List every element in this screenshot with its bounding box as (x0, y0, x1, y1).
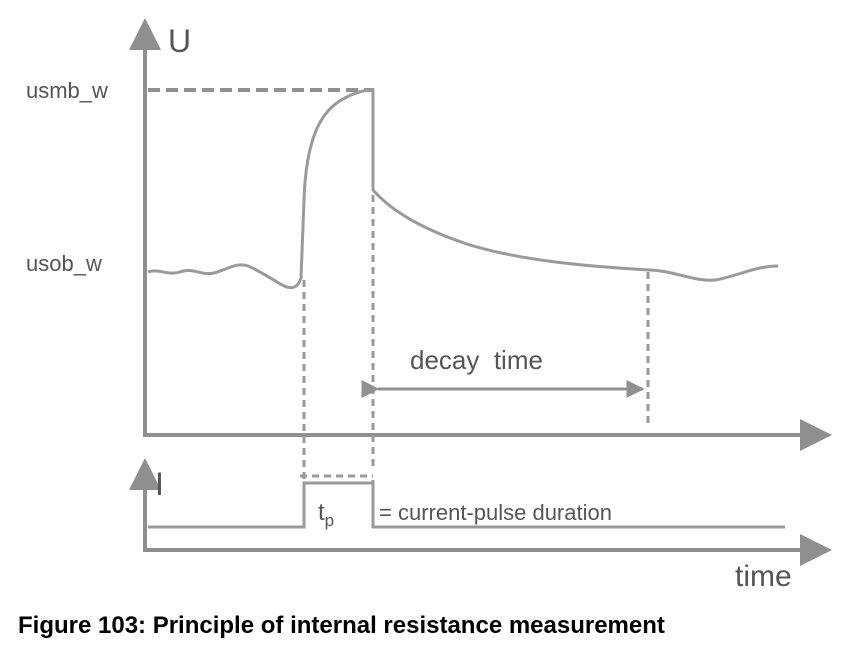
voltage-axis-label: U (168, 23, 191, 59)
pulse-duration-subscript: p (325, 511, 334, 530)
pulse-duration-description: = current-pulse duration (379, 500, 612, 525)
resistance-measurement-diagram: U I time usmb_w usob_w decay time tp = c… (26, 18, 832, 593)
high-level-label: usmb_w (26, 78, 108, 103)
current-pulse (148, 481, 785, 529)
voltage-curve (147, 88, 779, 290)
decay-time-label: decay time (410, 345, 543, 375)
current-axis-label: I (155, 466, 164, 502)
pulse-duration-symbol: tp (318, 499, 334, 530)
low-level-label: usob_w (26, 251, 102, 276)
figure-caption: Figure 103: Principle of internal resist… (18, 612, 665, 639)
time-axis-label: time (735, 560, 792, 593)
